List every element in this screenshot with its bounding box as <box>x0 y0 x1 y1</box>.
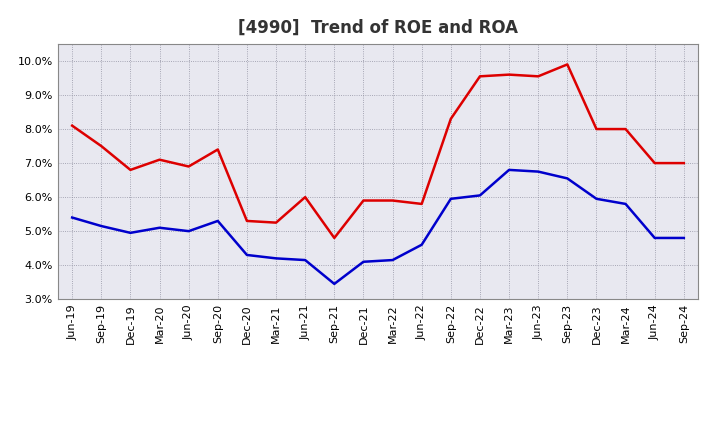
ROA <box>621 201 630 206</box>
ROE <box>650 161 659 166</box>
ROE <box>126 167 135 172</box>
ROA <box>534 169 543 174</box>
ROE <box>418 201 426 206</box>
ROE <box>184 164 193 169</box>
Legend: ROE, ROA: ROE, ROA <box>302 439 454 440</box>
ROA <box>213 218 222 224</box>
Line: ROA: ROA <box>72 170 684 284</box>
ROE <box>271 220 280 225</box>
ROA <box>330 281 338 286</box>
ROA <box>156 225 164 231</box>
ROE <box>213 147 222 152</box>
ROE <box>476 73 485 79</box>
ROA <box>359 259 368 264</box>
ROE <box>534 73 543 79</box>
ROE <box>359 198 368 203</box>
ROE <box>446 116 455 121</box>
ROA <box>301 257 310 263</box>
ROA <box>505 167 513 172</box>
ROA <box>126 230 135 235</box>
ROA <box>650 235 659 241</box>
ROA <box>680 235 688 241</box>
ROA <box>418 242 426 247</box>
ROA <box>476 193 485 198</box>
ROA <box>592 196 600 202</box>
ROE <box>243 218 251 224</box>
ROE <box>388 198 397 203</box>
ROA <box>243 252 251 257</box>
ROE <box>330 235 338 241</box>
ROE <box>505 72 513 77</box>
ROE <box>621 126 630 132</box>
ROA <box>184 228 193 234</box>
ROE <box>97 143 106 149</box>
ROE <box>563 62 572 67</box>
ROE <box>592 126 600 132</box>
ROA <box>97 224 106 229</box>
ROE <box>301 194 310 200</box>
ROA <box>446 196 455 202</box>
ROA <box>388 257 397 263</box>
Line: ROE: ROE <box>72 64 684 238</box>
Title: [4990]  Trend of ROE and ROA: [4990] Trend of ROE and ROA <box>238 19 518 37</box>
ROE <box>68 123 76 128</box>
ROE <box>156 157 164 162</box>
ROA <box>68 215 76 220</box>
ROA <box>563 176 572 181</box>
ROE <box>680 161 688 166</box>
ROA <box>271 256 280 261</box>
